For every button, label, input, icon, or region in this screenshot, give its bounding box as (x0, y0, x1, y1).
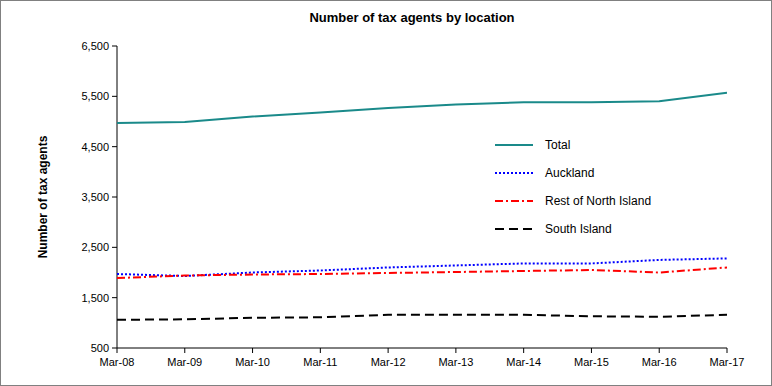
legend-label: Auckland (545, 166, 594, 180)
x-tick-label: Mar-12 (371, 356, 406, 368)
legend-swatch (495, 172, 533, 174)
x-tick-label: Mar-11 (303, 356, 337, 368)
x-tick-label: Mar-14 (506, 356, 541, 368)
y-tick (112, 197, 117, 198)
chart-border (1, 1, 772, 386)
x-tick-label: Mar-13 (438, 356, 473, 368)
x-tick (455, 348, 456, 353)
title: Number of tax agents by location (309, 10, 514, 25)
legend-swatch (495, 200, 533, 202)
x-tick-label: Mar-15 (574, 356, 609, 368)
x-tick (184, 348, 185, 353)
y-tick-label: 4,500 (81, 141, 109, 153)
legend-label: Rest of North Island (545, 194, 651, 208)
x-tick (591, 348, 592, 353)
y-tick (112, 146, 117, 147)
x-tick (388, 348, 389, 353)
legend-label: South Island (545, 222, 612, 236)
y-tick-label: 1,500 (81, 292, 109, 304)
y-tick-label: 2,500 (81, 241, 109, 253)
legend-label: Total (545, 138, 570, 152)
series-line (117, 93, 727, 123)
plot-area (117, 93, 727, 320)
y-tick-label: 6,500 (81, 40, 109, 52)
x-tick-label: Mar-09 (167, 356, 202, 368)
x-tick-label: Mar-17 (710, 356, 745, 368)
y-tick (112, 348, 117, 349)
y-tick (112, 96, 117, 97)
chart: Number of tax agents by location Number o… (0, 0, 772, 386)
y-tick-label: 5,500 (81, 90, 109, 102)
legend-swatch (495, 144, 533, 146)
y-tick (112, 46, 117, 47)
y-tick (112, 247, 117, 248)
x-tick (252, 348, 253, 353)
x-tick (523, 348, 524, 353)
y-axis (117, 46, 118, 348)
y-tick-label: 3,500 (81, 191, 109, 203)
y-axis-label: Number of tax agents (36, 135, 50, 258)
series-line (117, 315, 727, 320)
x-tick-label: Mar-08 (100, 356, 135, 368)
x-tick (117, 348, 118, 353)
x-tick (320, 348, 321, 353)
y-tick-label: 500 (91, 342, 109, 354)
y-tick (112, 297, 117, 298)
x-tick-label: Mar-16 (642, 356, 677, 368)
x-tick (727, 348, 728, 353)
series-line (117, 267, 727, 278)
x-tick-label: Mar-10 (235, 356, 270, 368)
legend-swatch (495, 228, 533, 230)
x-axis (117, 348, 727, 349)
x-tick (659, 348, 660, 353)
